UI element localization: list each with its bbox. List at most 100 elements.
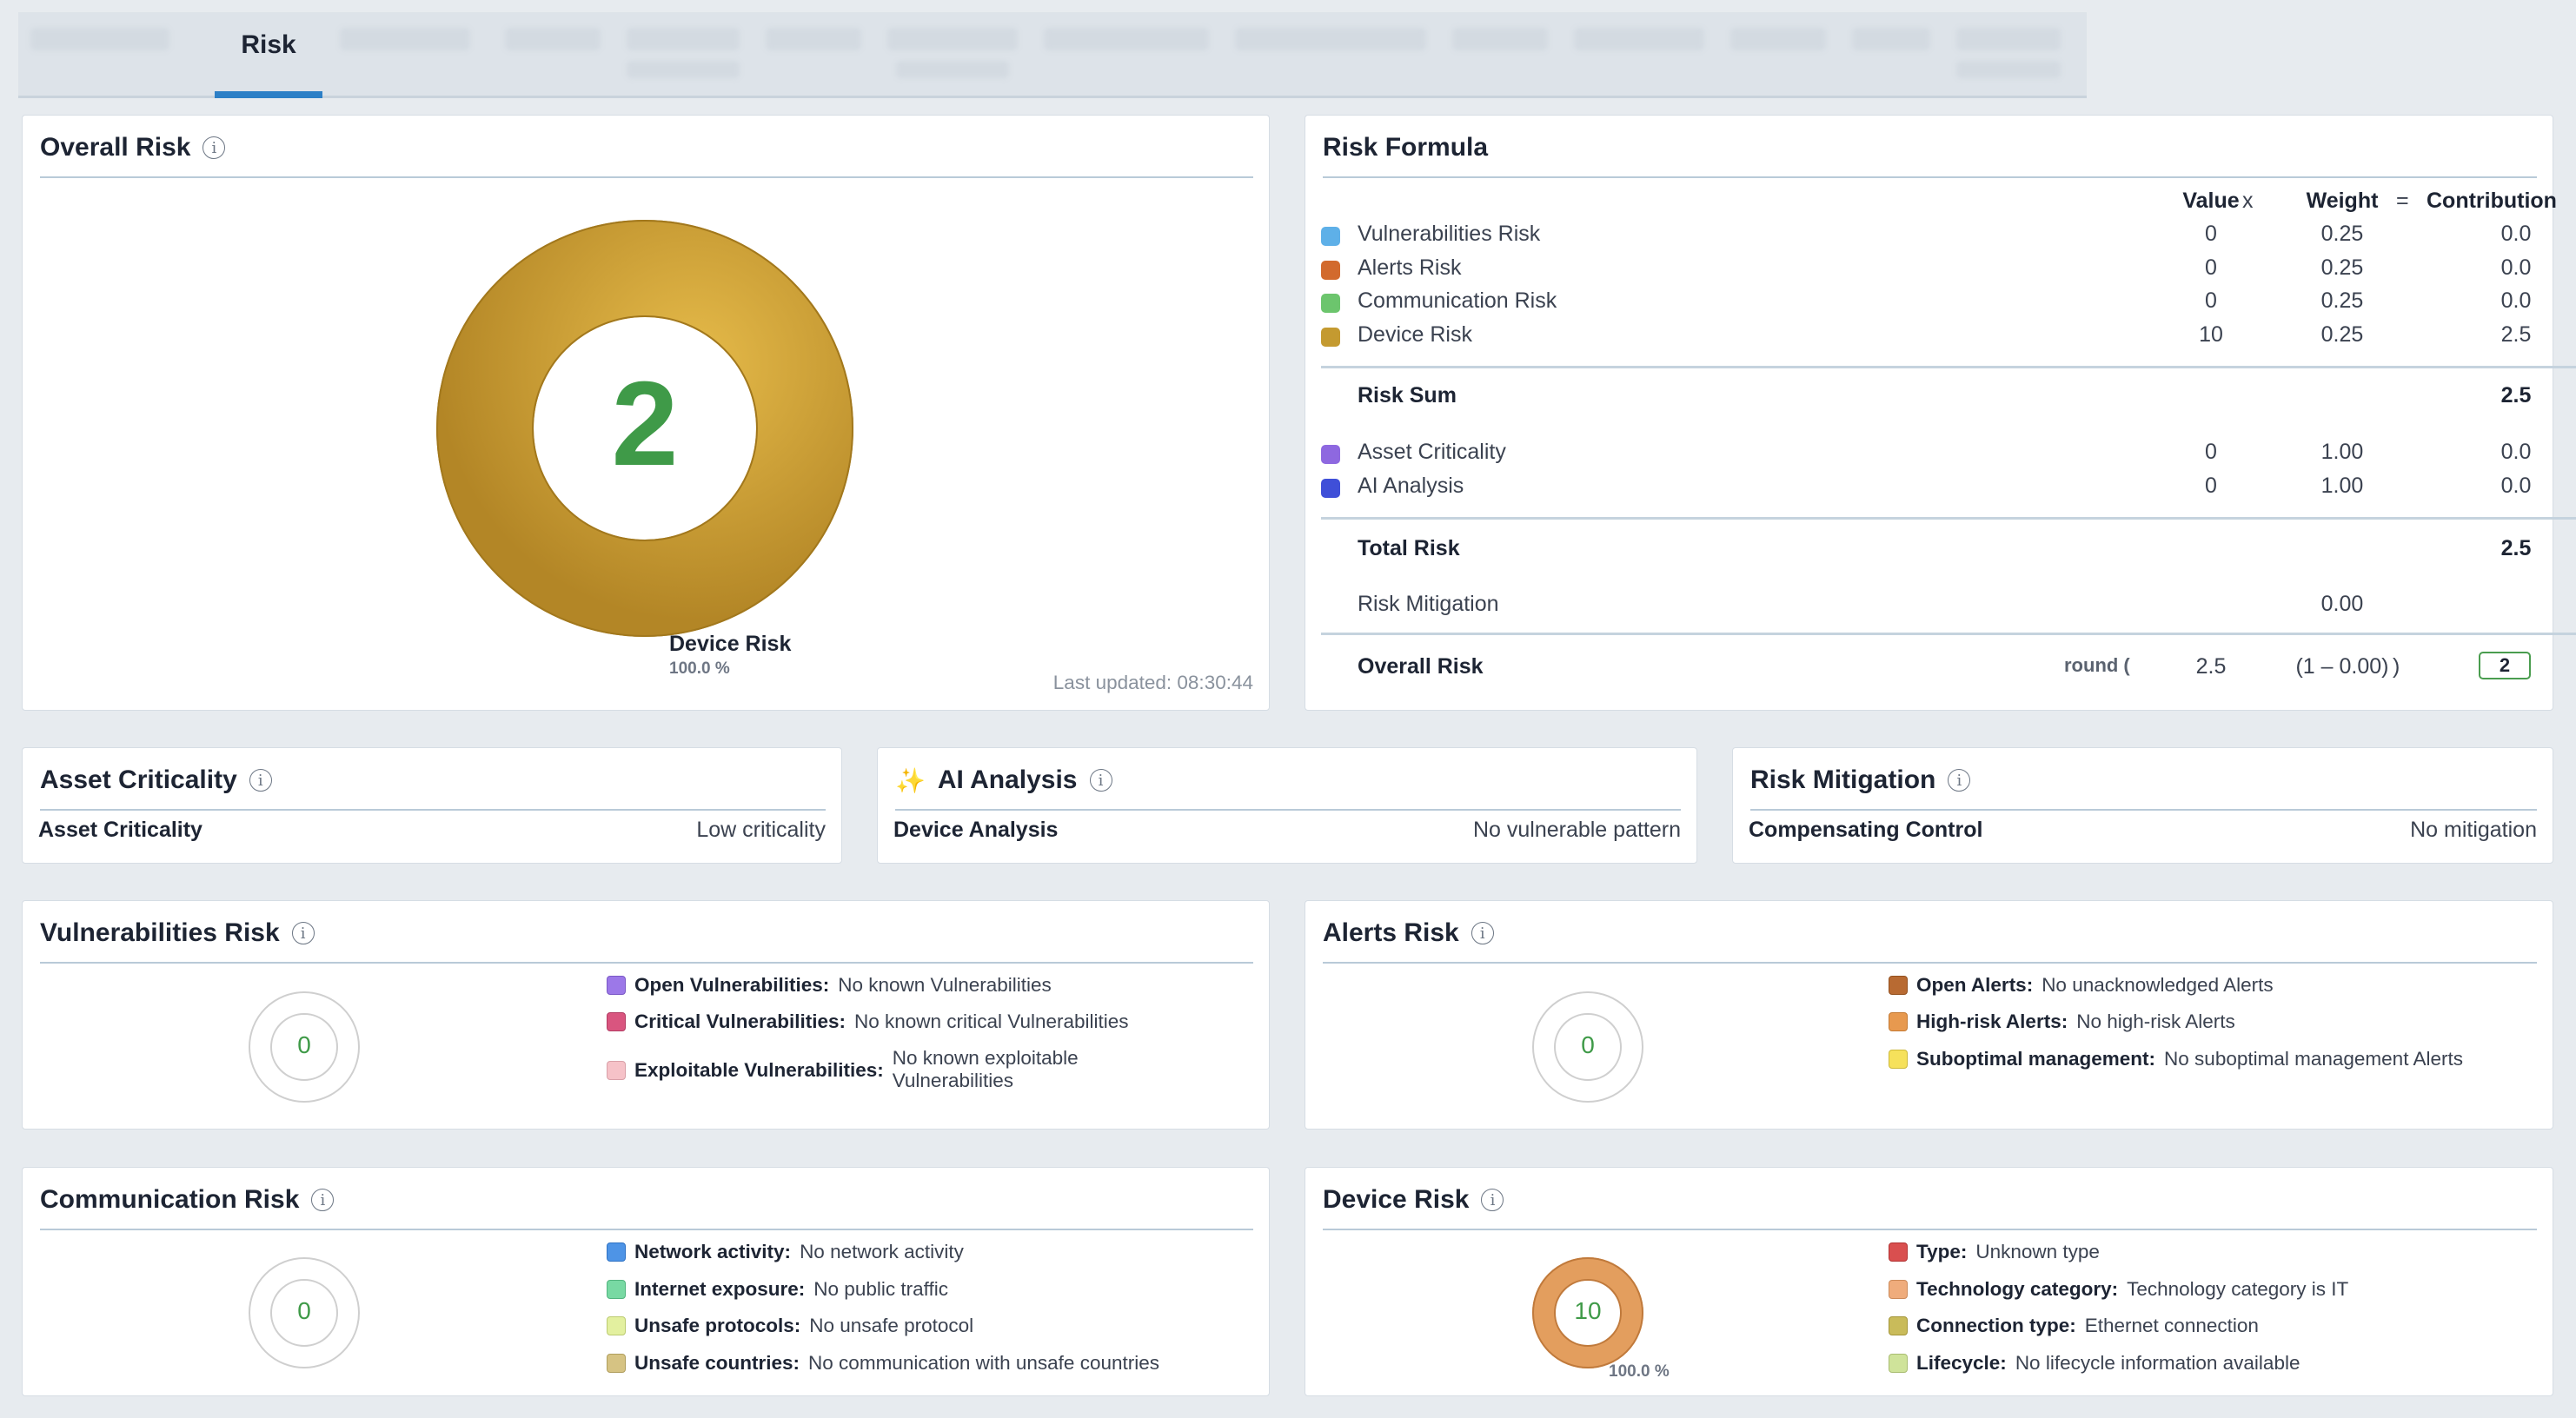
formula-row-communication: Communication Risk 0 0.25 0.0: [1321, 288, 2576, 320]
legend-key: Unsafe protocols:: [634, 1315, 801, 1336]
tab-blurred-8[interactable]: [1235, 28, 1426, 50]
legend-value: Ethernet connection: [2084, 1315, 2259, 1336]
legend-value: Unknown type: [1975, 1241, 2100, 1262]
legend-swatch: [1889, 1280, 1908, 1299]
divider: [40, 176, 1253, 178]
device-risk-percent: 100.0 %: [1609, 1362, 1670, 1381]
tab-blurred-11[interactable]: [1730, 28, 1826, 50]
legend-key: Connection type:: [1916, 1315, 2076, 1336]
communication-legend: Network activity: No network activity In…: [607, 1241, 1250, 1388]
divider: [895, 809, 1681, 811]
tab-blurred-3[interactable]: [505, 28, 601, 50]
legend-value: No high-risk Alerts: [2076, 1010, 2235, 1032]
row-label: Total Risk: [1358, 536, 1460, 560]
tab-blurred-13b: [1956, 61, 2061, 78]
formula-table: Value x Weight = Contribution Vulnerabil…: [1321, 189, 2576, 710]
legend-item: Connection type: Ethernet connection: [1889, 1315, 2259, 1337]
legend-swatch: [607, 1354, 626, 1373]
ai-analysis-value: No vulnerable pattern: [1472, 818, 1681, 842]
col-value: Value: [2182, 189, 2240, 213]
tab-blurred-12[interactable]: [1852, 28, 1930, 50]
donut-segment-percent: 100.0 %: [669, 659, 730, 678]
formula-row-overall-risk: Overall Risk round ( 2.5 (1 – 0.00) ) 2: [1321, 652, 2576, 686]
tab-blurred-1[interactable]: [30, 28, 169, 50]
tab-blurred-5[interactable]: [766, 28, 861, 50]
legend-swatch: [1889, 1354, 1908, 1373]
legend-value-line2: Vulnerabilities: [892, 1070, 1013, 1091]
row-label: AI Analysis: [1358, 474, 1464, 498]
risk-mitigation-title: Risk Mitigation: [1750, 765, 1936, 794]
legend-key: Unsafe countries:: [634, 1352, 800, 1374]
info-icon[interactable]: i: [311, 1189, 335, 1211]
row-contribution: 2.5: [2500, 383, 2532, 408]
info-icon[interactable]: i: [202, 136, 226, 159]
row-contribution: 0.0: [2500, 440, 2532, 464]
row-value: 0: [2205, 222, 2217, 246]
round-label: round (: [2064, 654, 2130, 676]
risk-mitigation-value: No mitigation: [2410, 818, 2537, 842]
info-icon[interactable]: i: [249, 769, 272, 792]
legend-swatch: [1889, 1050, 1908, 1069]
asset-criticality-title: Asset Criticality: [40, 765, 237, 794]
overall-risk-donut: [436, 220, 853, 637]
vulnerabilities-risk-header: Vulnerabilities Risk i: [40, 918, 315, 948]
info-icon[interactable]: i: [1481, 1189, 1504, 1211]
tab-blurred-7[interactable]: [1044, 28, 1209, 50]
info-icon[interactable]: i: [1948, 769, 1971, 792]
divider: [1323, 176, 2537, 178]
row-contribution: 0.0: [2500, 222, 2532, 246]
col-equals: =: [2396, 189, 2409, 213]
legend-value: No known critical Vulnerabilities: [854, 1010, 1129, 1032]
legend-swatch: [1321, 261, 1340, 280]
tab-blurred-4[interactable]: [627, 28, 740, 50]
legend-item: Type: Unknown type: [1889, 1241, 2100, 1263]
formula-row-risk-sum: Risk Sum 2.5: [1321, 383, 2576, 414]
legend-key: High-risk Alerts:: [1916, 1010, 2068, 1032]
legend-key: Internet exposure:: [634, 1278, 806, 1300]
legend-value: No network activity: [800, 1241, 964, 1262]
legend-swatch: [607, 1280, 626, 1299]
device-legend: Type: Unknown type Technology category: …: [1889, 1241, 2532, 1388]
legend-item: High-risk Alerts: No high-risk Alerts: [1889, 1010, 2235, 1033]
info-icon[interactable]: i: [1089, 769, 1112, 792]
legend-swatch: [1321, 227, 1340, 246]
tab-blurred-13[interactable]: [1956, 28, 2061, 50]
device-risk-header: Device Risk i: [1323, 1185, 1504, 1215]
legend-key: Network activity:: [634, 1241, 792, 1262]
legend-value: No suboptimal management Alerts: [2164, 1048, 2463, 1070]
donut-segment-device-risk[interactable]: [436, 220, 853, 637]
info-icon[interactable]: i: [291, 922, 315, 944]
overall-risk-header: Overall Risk i: [40, 133, 226, 162]
divider: [40, 962, 1253, 964]
legend-key: Open Alerts:: [1916, 974, 2034, 996]
legend-item: Exploitable Vulnerabilities: No known ex…: [607, 1047, 1079, 1092]
legend-item: Suboptimal management: No suboptimal man…: [1889, 1048, 2463, 1070]
communication-risk-card: Communication Risk i 0 Network activity:…: [22, 1167, 1270, 1396]
legend-swatch: [607, 1012, 626, 1031]
tab-blurred-6[interactable]: [887, 28, 1018, 50]
tab-risk[interactable]: Risk: [215, 12, 322, 98]
legend-swatch: [607, 976, 626, 995]
asset-criticality-key: Asset Criticality: [38, 818, 202, 842]
tab-blurred-9[interactable]: [1452, 28, 1548, 50]
row-weight: 1.00: [2320, 474, 2364, 498]
tab-blurred-2[interactable]: [340, 28, 470, 50]
row-label: Asset Criticality: [1358, 440, 1506, 464]
row-label: Device Risk: [1358, 322, 1472, 347]
col-times: x: [2242, 189, 2254, 213]
legend-value: No public traffic: [813, 1278, 948, 1300]
row-value: 10: [2199, 322, 2223, 347]
tab-blurred-6b: [896, 61, 1009, 78]
legend-item: Critical Vulnerabilities: No known criti…: [607, 1010, 1129, 1033]
formula-row-vulnerabilities: Vulnerabilities Risk 0 0.25 0.0: [1321, 222, 2576, 253]
ring-segment-device[interactable]: [1532, 1257, 1643, 1368]
divider: [40, 1229, 1253, 1230]
legend-key: Suboptimal management:: [1916, 1048, 2156, 1070]
ai-analysis-header: ✨ AI Analysis i: [895, 765, 1112, 795]
alerts-risk-score: 0: [1581, 1031, 1595, 1058]
info-icon[interactable]: i: [1471, 922, 1494, 944]
overall-a: 2.5: [2195, 654, 2227, 679]
device-risk-title: Device Risk: [1323, 1185, 1470, 1214]
tab-blurred-10[interactable]: [1574, 28, 1704, 50]
alerts-risk-title: Alerts Risk: [1323, 918, 1459, 947]
